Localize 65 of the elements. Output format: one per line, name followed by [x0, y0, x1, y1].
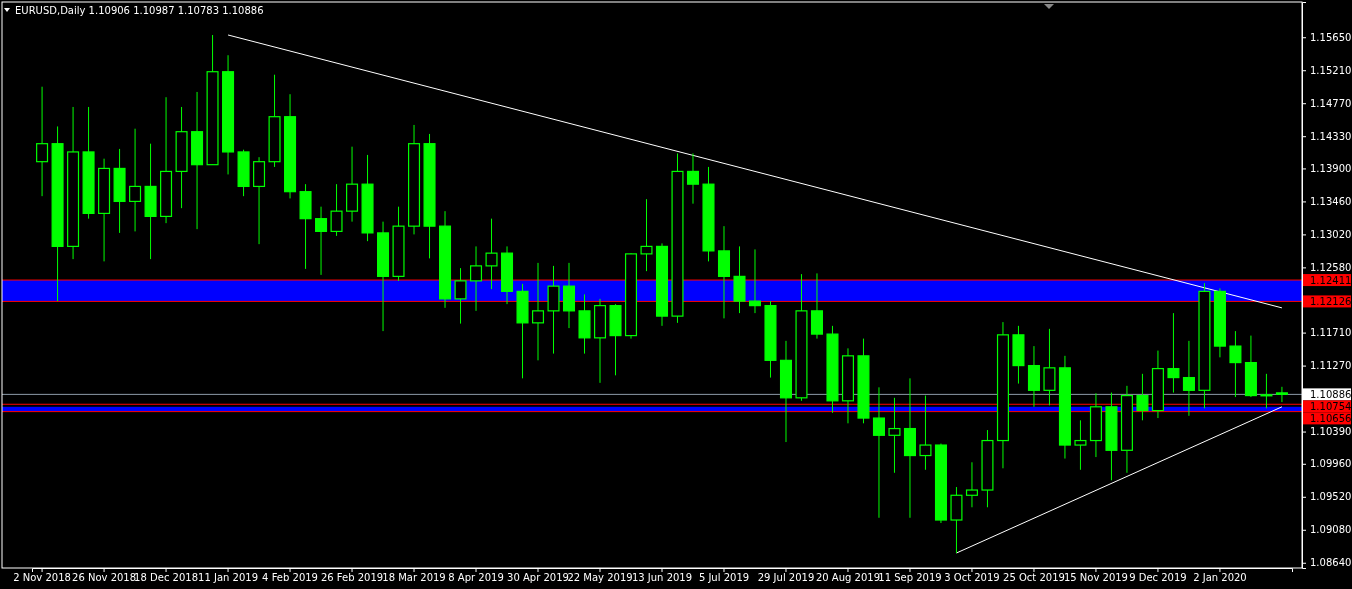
x-tick-label: 30 Apr 2019	[507, 572, 569, 584]
candlestick	[1260, 373, 1273, 409]
ref-line-label: 1.10886	[1310, 389, 1352, 401]
y-tick-label: 1.13460	[1310, 196, 1352, 208]
x-tick-label: 4 Feb 2019	[262, 572, 318, 584]
y-tick-label: 1.09520	[1310, 491, 1352, 503]
y-tick-label: 1.15650	[1310, 31, 1352, 43]
candlestick	[485, 218, 498, 290]
candlestick	[1074, 419, 1087, 471]
candlestick	[919, 395, 932, 471]
x-tick-label: 18 Dec 2018	[134, 572, 198, 584]
x-tick-label: 2 Nov 2018	[13, 572, 71, 584]
x-tick-label: 18 Mar 2019	[382, 572, 446, 584]
x-tick-label: 9 Dec 2019	[1129, 572, 1187, 584]
y-tick-label: 1.09960	[1310, 458, 1352, 470]
candlestick	[1229, 330, 1242, 398]
ref-line-label: 1.10754	[1310, 401, 1352, 413]
x-tick-label: 2 Jan 2020	[1193, 572, 1247, 584]
candlestick	[1136, 373, 1149, 421]
candlestick	[36, 86, 49, 197]
y-tick-label: 1.13020	[1310, 229, 1352, 241]
y-tick-label: 1.10390	[1310, 426, 1352, 438]
candlestick	[872, 386, 885, 519]
y-tick-label: 1.13900	[1310, 163, 1352, 175]
y-tick-label: 1.12580	[1310, 262, 1352, 274]
x-tick-label: 20 Aug 2019	[815, 572, 881, 584]
ref-line-label: 1.12411	[1310, 275, 1352, 287]
candlestick	[888, 397, 901, 474]
x-tick-label: 29 Jul 2019	[757, 572, 815, 584]
candlestick	[965, 461, 978, 508]
chart-title: EURUSD,Daily 1.10906 1.10987 1.10783 1.10886	[15, 5, 264, 16]
candlestick	[748, 248, 762, 314]
candlestick	[454, 267, 467, 325]
x-tick-label: 15 Nov 2019	[1063, 572, 1128, 584]
candlestick	[531, 262, 545, 361]
y-tick-label: 1.14330	[1310, 130, 1352, 142]
candlestick	[470, 245, 483, 312]
y-tick-label: 1.08640	[1310, 557, 1352, 569]
x-tick-label: 26 Feb 2019	[320, 572, 384, 584]
candlestick	[1182, 340, 1195, 417]
x-tick-label: 13 Jun 2019	[631, 572, 693, 584]
y-tick-label: 1.14770	[1310, 97, 1352, 109]
candlestick	[1167, 312, 1180, 394]
x-tick-label: 3 Oct 2019	[944, 572, 1000, 584]
x-tick-label: 11 Sep 2019	[878, 572, 942, 584]
candlestick	[640, 198, 653, 272]
ref-line-label: 1.12126	[1310, 296, 1352, 308]
x-tick-label: 5 Jul 2019	[698, 572, 750, 584]
candlestick	[686, 152, 700, 205]
candlestick	[810, 272, 824, 340]
y-tick-label: 1.15210	[1310, 64, 1352, 76]
y-tick-label: 1.09080	[1310, 524, 1352, 536]
y-tick-label: 1.11710	[1310, 327, 1352, 339]
candlestick	[330, 183, 343, 237]
x-tick-label: 22 May 2019	[567, 572, 633, 584]
ref-line-label: 1.10656	[1310, 413, 1352, 425]
candlestick	[315, 206, 328, 276]
candlestick	[1043, 328, 1056, 406]
x-tick-label: 11 Jan 2019	[198, 572, 259, 584]
x-tick-label: 26 Nov 2018	[72, 572, 137, 584]
x-tick-label: 8 Apr 2019	[448, 572, 504, 584]
x-tick-label: 25 Oct 2019	[1003, 572, 1065, 584]
candlestick	[1275, 386, 1288, 403]
candlestick	[129, 128, 142, 232]
y-tick-label: 1.11270	[1310, 360, 1352, 372]
